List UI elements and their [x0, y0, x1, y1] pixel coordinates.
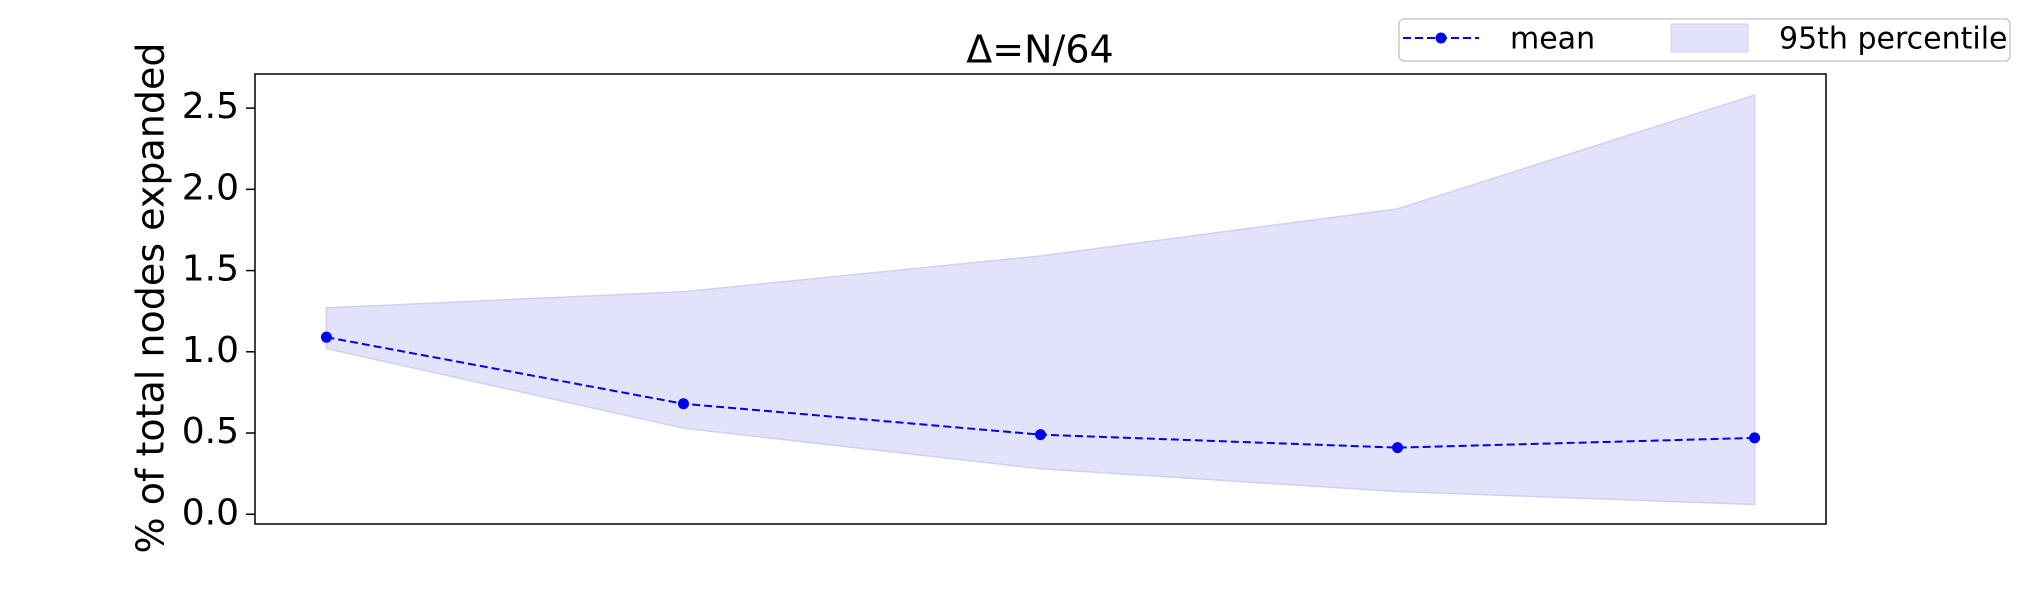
legend-label: 95th percentile — [1779, 22, 2008, 57]
legend-patch — [1670, 23, 1749, 53]
mean-point — [677, 398, 689, 410]
y-tick-label: 1.0 — [182, 330, 239, 371]
y-tick-label: 2.5 — [182, 86, 239, 127]
mean-point — [1035, 429, 1046, 441]
y-axis-label: % of total nodes expanded — [129, 43, 173, 554]
chart-title: Δ=N/64 — [966, 28, 1113, 72]
mean-point — [320, 331, 332, 343]
mean-point — [1749, 432, 1761, 444]
y-tick-label: 0.5 — [182, 411, 239, 452]
legend-marker — [1435, 32, 1447, 44]
y-tick-label: 1.5 — [182, 249, 239, 290]
plot-frame — [254, 73, 1827, 525]
y-tick-label: 0.0 — [182, 492, 239, 533]
legend-label: mean — [1510, 22, 1595, 57]
y-tick-label: 2.0 — [182, 167, 239, 208]
mean-point — [1392, 442, 1404, 454]
